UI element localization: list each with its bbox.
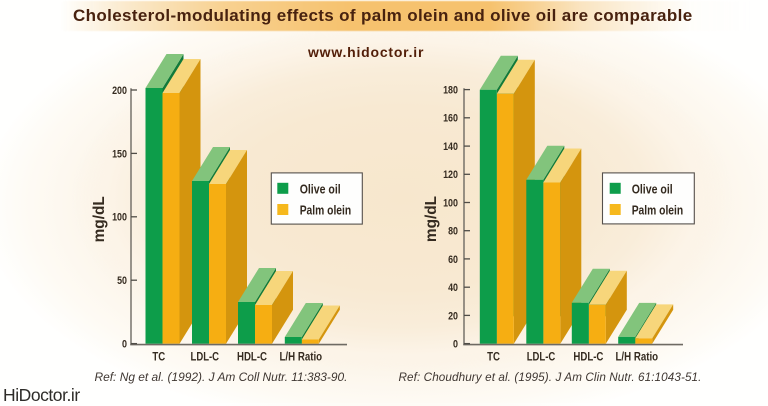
svg-text:60: 60 <box>448 254 458 266</box>
svg-text:HDL-C: HDL-C <box>573 350 603 364</box>
svg-text:L/H Ratio: L/H Ratio <box>280 350 323 364</box>
svg-text:mg/dL: mg/dL <box>423 196 440 242</box>
svg-text:Ref: Choudhury et al. (1995).: Ref: Choudhury et al. (1995). J Am Clin … <box>398 371 701 384</box>
svg-text:TC: TC <box>487 350 500 364</box>
svg-text:150: 150 <box>112 148 127 160</box>
svg-text:L/H Ratio: L/H Ratio <box>616 350 659 364</box>
svg-text:LDL-C: LDL-C <box>191 350 220 364</box>
svg-text:120: 120 <box>443 169 458 181</box>
svg-text:Olive oil: Olive oil <box>300 182 341 197</box>
svg-text:HDL-C: HDL-C <box>237 350 267 364</box>
svg-text:50: 50 <box>117 275 127 287</box>
svg-text:180: 180 <box>443 85 458 97</box>
svg-text:LDL-C: LDL-C <box>527 350 556 364</box>
svg-text:mg/dL: mg/dL <box>91 196 108 242</box>
svg-text:160: 160 <box>443 113 458 125</box>
svg-text:100: 100 <box>112 212 127 224</box>
svg-text:140: 140 <box>443 141 458 153</box>
svg-text:0: 0 <box>122 339 127 351</box>
svg-text:Ref: Ng et al. (1992). J Am Co: Ref: Ng et al. (1992). J Am Coll Nutr. 1… <box>94 370 347 384</box>
svg-text:Olive oil: Olive oil <box>632 182 673 197</box>
svg-text:0: 0 <box>453 339 458 351</box>
svg-text:40: 40 <box>448 282 458 294</box>
svg-text:100: 100 <box>443 197 458 209</box>
svg-text:Palm olein: Palm olein <box>632 203 684 218</box>
svg-text:TC: TC <box>152 350 165 364</box>
svg-text:200: 200 <box>112 85 127 97</box>
svg-text:Palm olein: Palm olein <box>300 203 352 218</box>
svg-text:20: 20 <box>448 310 458 322</box>
svg-text:80: 80 <box>448 226 458 238</box>
